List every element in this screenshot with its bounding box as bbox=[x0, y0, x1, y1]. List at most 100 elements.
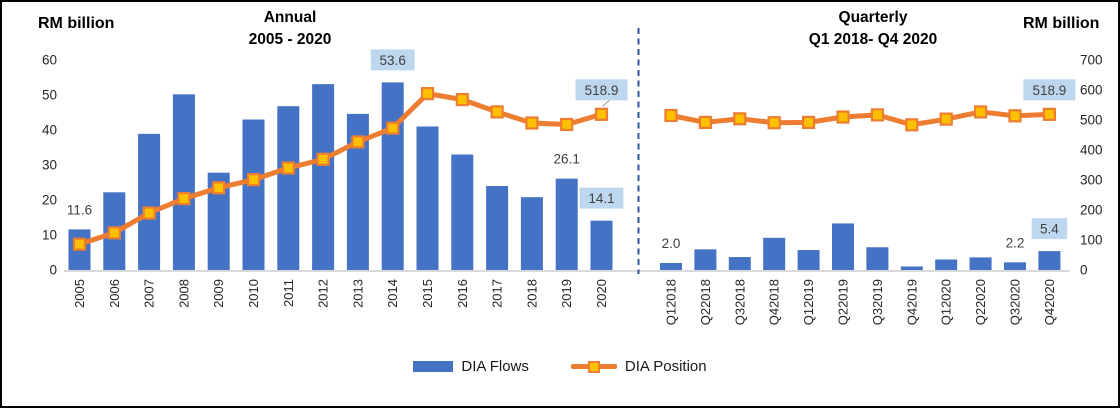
quarterly-x-label-Q32018: Q32018 bbox=[732, 279, 747, 325]
annual-x-label-2017: 2017 bbox=[490, 279, 505, 308]
dia-position-swatch-icon bbox=[570, 360, 617, 373]
annotation-label-2.0: 2.0 bbox=[662, 236, 681, 251]
annual-line-marker-2016 bbox=[455, 92, 469, 107]
annual-x-label-2014: 2014 bbox=[385, 279, 400, 308]
annual-x-label-2009: 2009 bbox=[211, 279, 226, 308]
quarterly-line-marker-Q12019 bbox=[801, 115, 816, 130]
quarterly-bar-Q12020 bbox=[935, 259, 958, 270]
annual-x-label-2011: 2011 bbox=[281, 279, 296, 307]
right-y-tick-400: 400 bbox=[1080, 143, 1103, 158]
annual-position-line-series bbox=[72, 86, 609, 251]
annual-x-label-2019: 2019 bbox=[559, 279, 574, 308]
quarterly-x-label-Q42018: Q42018 bbox=[767, 279, 782, 325]
quarterly-bar-Q32018 bbox=[728, 257, 751, 270]
annual-bars-series bbox=[68, 82, 613, 271]
annual-x-label-2008: 2008 bbox=[176, 279, 191, 308]
quarterly-line-marker-Q42018 bbox=[767, 116, 781, 130]
left-y-tick-30: 30 bbox=[42, 158, 57, 173]
annual-x-label-2005: 2005 bbox=[72, 279, 87, 308]
quarterly-x-label-Q22019: Q22019 bbox=[836, 279, 851, 325]
quarterly-x-label-Q32020: Q32020 bbox=[1008, 279, 1023, 325]
annual-bar-2014 bbox=[381, 82, 404, 271]
annual-x-label-2020: 2020 bbox=[594, 279, 609, 308]
annual-bar-2008 bbox=[172, 94, 195, 270]
annual-bar-2009 bbox=[207, 172, 230, 270]
quarterly-bar-Q22019 bbox=[832, 223, 854, 270]
annual-line-marker-2007 bbox=[142, 206, 156, 220]
quarterly-x-label-Q12020: Q12020 bbox=[939, 279, 954, 325]
quarterly-line-marker-Q12020 bbox=[939, 112, 953, 126]
annual-line-marker-2012 bbox=[316, 152, 330, 166]
annual-line-marker-2014 bbox=[386, 121, 400, 135]
annual-x-label-2016: 2016 bbox=[455, 279, 470, 308]
annual-line-marker-2010 bbox=[246, 173, 261, 187]
annotation-label-5.4: 5.4 bbox=[1040, 222, 1059, 237]
quarterly-bar-Q32019 bbox=[866, 247, 889, 270]
annual-line-marker-2009 bbox=[212, 181, 226, 195]
right-axis-unit-label: RM billion bbox=[1023, 15, 1100, 32]
annual-x-label-2013: 2013 bbox=[350, 279, 365, 308]
annotation-box-518.9 bbox=[575, 79, 628, 101]
annual-x-label-2012: 2012 bbox=[316, 279, 331, 308]
annual-line-marker-2018 bbox=[525, 116, 539, 130]
annual-x-label-2010: 2010 bbox=[246, 279, 261, 308]
left-y-tick-60: 60 bbox=[42, 53, 57, 68]
annotation-label-518.9: 518.9 bbox=[1033, 83, 1067, 98]
quarterly-bar-Q42020 bbox=[1038, 251, 1061, 270]
left-y-tick-0: 0 bbox=[49, 263, 57, 278]
annual-line-marker-2011 bbox=[281, 161, 295, 175]
annual-line-marker-2017 bbox=[490, 105, 504, 119]
legend-label-dia-position: DIA Position bbox=[624, 358, 707, 375]
quarterly-x-axis-labels: Q12018 Q22018 Q32018 Q42018 Q12019 Q22019 Q320… bbox=[664, 279, 1057, 325]
quarterly-x-label-Q42019: Q42019 bbox=[904, 279, 919, 325]
left-axis-unit-label: RM billion bbox=[38, 15, 115, 32]
quarterly-position-line bbox=[668, 109, 1052, 128]
annotation-box-518.9 bbox=[1023, 79, 1076, 101]
left-y-tick-10: 10 bbox=[42, 228, 57, 243]
quarterly-x-label-Q22018: Q22018 bbox=[698, 279, 713, 325]
quarterly-line-marker-Q22019 bbox=[836, 110, 850, 124]
quarterly-position-line-series bbox=[664, 105, 1057, 132]
quarterly-bar-Q12018 bbox=[660, 263, 682, 270]
right-y-tick-700: 700 bbox=[1080, 53, 1103, 68]
annual-bar-2010 bbox=[242, 119, 265, 270]
annotation-label-518.9: 518.9 bbox=[585, 83, 619, 98]
quarterly-title-line2: Q1 2018- Q4 2020 bbox=[808, 31, 938, 48]
quarterly-line-marker-Q22018 bbox=[698, 115, 713, 130]
quarterly-line-marker-Q42019 bbox=[905, 118, 919, 132]
annual-bar-2016 bbox=[451, 154, 474, 270]
annual-x-label-2018: 2018 bbox=[524, 279, 539, 308]
left-y-tick-20: 20 bbox=[42, 193, 57, 208]
quarterly-line-marker-Q32018 bbox=[733, 112, 747, 126]
quarterly-bar-Q32020 bbox=[1004, 262, 1026, 270]
legend-item-dia-flows: DIA Flows bbox=[413, 358, 529, 375]
right-y-tick-0: 0 bbox=[1080, 263, 1088, 278]
right-y-tick-100: 100 bbox=[1080, 233, 1103, 248]
annual-bar-2013 bbox=[346, 113, 369, 271]
annotation-box-14.1 bbox=[579, 187, 624, 209]
legend-item-dia-position: DIA Position bbox=[570, 358, 707, 375]
right-y-tick-300: 300 bbox=[1080, 173, 1103, 188]
annual-bar-2019 bbox=[555, 178, 578, 270]
right-y-tick-200: 200 bbox=[1080, 203, 1103, 218]
quarterly-x-label-Q42020: Q42020 bbox=[1042, 279, 1057, 325]
quarterly-bar-Q42019 bbox=[900, 266, 923, 270]
left-y-axis-ticks: 60 50 40 30 20 10 0 bbox=[42, 53, 57, 278]
annual-bar-2017 bbox=[486, 186, 509, 270]
annotation-label-2.2: 2.2 bbox=[1006, 235, 1025, 250]
annual-bar-2018 bbox=[520, 197, 543, 270]
quarterly-bar-Q22020 bbox=[969, 257, 992, 270]
quarterly-title-line1: Quarterly bbox=[838, 9, 908, 26]
annual-line-marker-2008 bbox=[177, 192, 191, 206]
left-y-tick-50: 50 bbox=[42, 88, 57, 103]
annual-line-marker-2019 bbox=[560, 117, 574, 132]
annual-line-marker-2015 bbox=[420, 86, 435, 101]
annual-bar-2015 bbox=[416, 126, 439, 270]
annotation-leader-line bbox=[602, 99, 610, 107]
annual-line-marker-2005 bbox=[72, 237, 87, 251]
annual-line-marker-2020 bbox=[594, 107, 609, 121]
annual-panel-title: Annual 2005 - 2020 bbox=[170, 7, 410, 51]
quarterly-x-label-Q22020: Q22020 bbox=[973, 279, 988, 325]
annual-line-marker-2013 bbox=[351, 135, 365, 149]
